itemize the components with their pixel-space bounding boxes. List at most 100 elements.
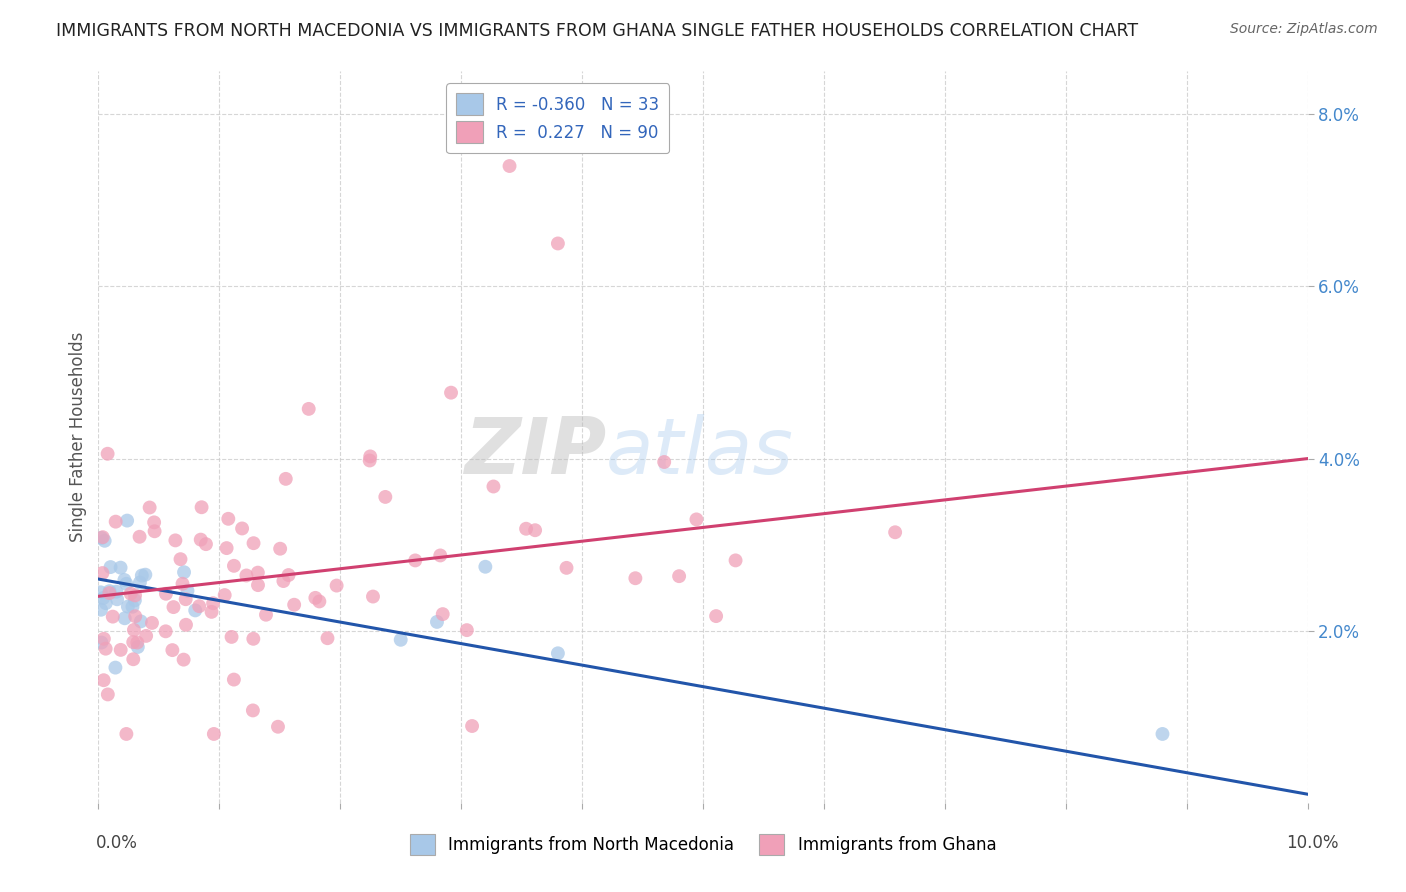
Point (91, 530, 114, 544)
Point (173, 652, 195, 666)
Point (202, 727, 225, 741)
Point (127, 635, 149, 649)
Point (105, 592, 128, 607)
Point (190, 500, 212, 515)
Point (432, 607, 454, 621)
Point (222, 673, 245, 687)
Point (129, 615, 152, 629)
Point (215, 541, 238, 555)
Point (200, 605, 222, 619)
Point (273, 574, 295, 588)
Point (134, 567, 156, 582)
Point (174, 617, 197, 632)
Point (129, 575, 152, 590)
Point (652, 455, 675, 469)
Point (246, 578, 269, 592)
Point (127, 640, 149, 654)
Point (555, 561, 578, 575)
Y-axis label: Single Father Households: Single Father Households (69, 332, 87, 542)
Point (165, 533, 187, 548)
Point (267, 720, 290, 734)
Point (217, 512, 239, 526)
Point (547, 646, 569, 660)
Point (668, 569, 690, 583)
Text: Source: ZipAtlas.com: Source: ZipAtlas.com (1230, 22, 1378, 37)
Point (124, 609, 146, 624)
Point (325, 578, 347, 592)
Point (274, 472, 297, 486)
Point (1152, 727, 1174, 741)
Point (426, 615, 449, 629)
Point (194, 537, 217, 551)
Point (188, 599, 211, 614)
Point (122, 623, 145, 637)
Point (176, 583, 198, 598)
Point (172, 576, 194, 591)
Point (308, 594, 330, 608)
Point (169, 552, 191, 566)
Point (277, 568, 299, 582)
Point (404, 553, 426, 567)
Point (114, 611, 136, 625)
Text: atlas: atlas (606, 414, 794, 490)
Point (456, 623, 478, 637)
Text: IMMIGRANTS FROM NORTH MACEDONIA VS IMMIGRANTS FROM GHANA SINGLE FATHER HOUSEHOLD: IMMIGRANTS FROM NORTH MACEDONIA VS IMMIG… (56, 22, 1139, 40)
Point (515, 522, 537, 536)
Point (389, 632, 412, 647)
Point (242, 536, 264, 550)
Point (90, 635, 112, 649)
Point (524, 523, 547, 537)
Point (440, 385, 463, 400)
Point (222, 558, 245, 573)
Point (135, 629, 157, 643)
Point (359, 450, 381, 464)
Point (359, 453, 381, 467)
Point (104, 515, 127, 529)
Point (122, 635, 145, 649)
Point (231, 521, 253, 535)
Point (138, 500, 160, 515)
Point (131, 568, 153, 582)
Point (155, 624, 177, 639)
Text: 10.0%: 10.0% (1286, 834, 1339, 852)
Point (246, 566, 269, 580)
Point (115, 514, 138, 528)
Point (724, 553, 747, 567)
Point (298, 401, 321, 416)
Point (429, 549, 451, 563)
Point (117, 599, 139, 614)
Point (115, 727, 138, 741)
Point (235, 568, 257, 582)
Point (155, 587, 177, 601)
Point (254, 607, 277, 622)
Point (214, 588, 236, 602)
Point (121, 599, 143, 614)
Point (97, 687, 120, 701)
Point (143, 516, 166, 530)
Point (685, 512, 707, 526)
Point (97, 447, 120, 461)
Point (283, 598, 305, 612)
Point (162, 643, 184, 657)
Point (115, 577, 138, 591)
Point (304, 591, 326, 605)
Point (242, 632, 264, 646)
Point (110, 643, 132, 657)
Point (269, 541, 291, 556)
Point (173, 565, 195, 579)
Point (90, 531, 112, 545)
Point (221, 630, 243, 644)
Point (141, 615, 163, 630)
Point (704, 609, 727, 624)
Point (162, 600, 184, 615)
Point (98, 584, 121, 599)
Point (174, 592, 197, 607)
Point (122, 652, 145, 666)
Legend: R = -0.360   N = 33, R =  0.227   N = 90: R = -0.360 N = 33, R = 0.227 N = 90 (446, 83, 669, 153)
Point (100, 560, 122, 574)
Point (98, 586, 121, 600)
Point (124, 588, 146, 602)
Point (128, 530, 150, 544)
Point (90, 603, 112, 617)
Point (104, 660, 127, 674)
